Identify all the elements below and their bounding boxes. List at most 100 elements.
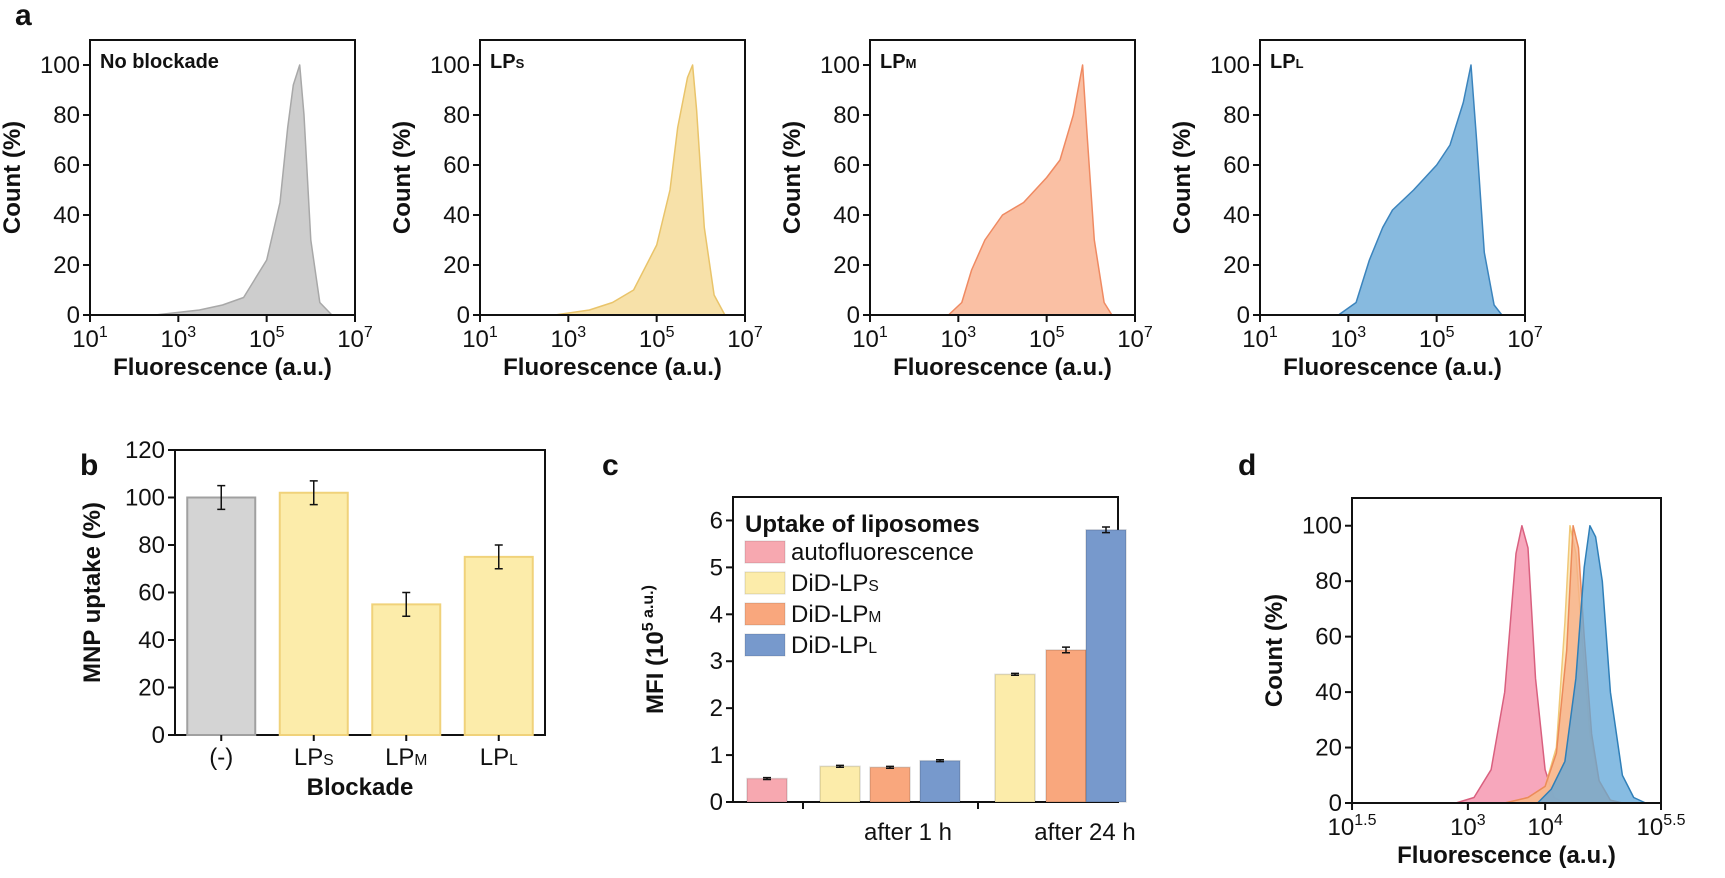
panel-b-xtick-label: LPL — [480, 744, 518, 771]
panel-a-1-ytick-label: 20 — [443, 252, 470, 279]
error-bar-2 — [886, 765, 894, 769]
panel-d-ytick-label: 80 — [1315, 568, 1342, 595]
panel-a-1-xtick-label: 107 — [727, 324, 763, 353]
panel-d-xtick-label: 104 — [1527, 812, 1563, 841]
panel-b-xtick-label: (-) — [209, 744, 233, 771]
panel-a-1-xlabel: Fluorescence (a.u.) — [503, 354, 722, 381]
panel-b-xlabel: Blockade — [307, 774, 414, 801]
legend-title: Uptake of liposomes — [745, 511, 980, 538]
panel-c-ytick-label: 3 — [710, 648, 723, 675]
panel-label-c: c — [602, 449, 619, 482]
panel-a-1-ytick-label: 100 — [430, 52, 470, 79]
panel-d-xtick-label: 103 — [1450, 812, 1486, 841]
panel-b-ytick-label: 120 — [125, 437, 165, 464]
panel-label-a: a — [15, 0, 32, 32]
panel-a-2-ytick-label: 0 — [847, 302, 860, 329]
panel-a-2-ytick-label: 80 — [833, 102, 860, 129]
panel-b-ytick-label: 60 — [138, 580, 165, 607]
panel-a-3-ytick-label: 0 — [1237, 302, 1250, 329]
panel-a-2-ytick-label: 60 — [833, 152, 860, 179]
bar-1 — [819, 765, 861, 803]
panel-a-title-3: LPL — [1270, 51, 1304, 73]
error-bar-1 — [836, 764, 844, 769]
panel-a-1-xtick-label: 101 — [462, 324, 498, 353]
panel-a-3-xtick-label: 101 — [1242, 324, 1278, 353]
bar-0 — [746, 777, 788, 803]
panel-a-2-histogram-0 — [947, 64, 1113, 316]
legend-label: DiD-LPM — [791, 601, 881, 628]
group-label: after 1 h — [864, 819, 952, 846]
panel-d-histogram-3 — [1536, 524, 1647, 804]
panel-a-2-ytick-label: 100 — [820, 52, 860, 79]
panel-d-ytick-label: 40 — [1315, 679, 1342, 706]
panel-d-xtick-label: 101.5 — [1328, 812, 1377, 841]
panel-b-xtick-label: LPS — [294, 744, 334, 771]
panel-a-0-ytick-label: 20 — [53, 252, 80, 279]
panel-a-2-xtick-label: 105 — [1029, 324, 1065, 353]
panel-a-3-xtick-label: 107 — [1507, 324, 1543, 353]
panel-a-1-ytick-label: 40 — [443, 202, 470, 229]
error-bar-0 — [217, 484, 226, 511]
panel-a-title-1: LPS — [490, 51, 525, 73]
panel-a-0-ytick-label: 0 — [67, 302, 80, 329]
panel-a-1-ylabel: Count (%) — [389, 121, 416, 234]
panel-a-0-ylabel: Count (%) — [0, 121, 26, 234]
panel-a-1-frame — [479, 39, 746, 316]
bar-2 — [371, 603, 442, 736]
panel-a-0-xtick-label: 103 — [161, 324, 197, 353]
error-bar-2 — [402, 591, 411, 617]
panel-a-2-ylabel: Count (%) — [779, 121, 806, 234]
panel-d-ytick-label: 100 — [1302, 513, 1342, 540]
panel-c-ytick-label: 5 — [710, 554, 723, 581]
panel-a-1-xtick-label: 103 — [551, 324, 587, 353]
error-bar-6 — [1102, 526, 1110, 534]
panel-c-ytick-label: 6 — [710, 507, 723, 534]
panel-label-b: b — [80, 449, 98, 482]
panel-a-0-ytick-label: 40 — [53, 202, 80, 229]
panel-a-3-ytick-label: 80 — [1223, 102, 1250, 129]
panel-a-0-xtick-label: 101 — [72, 324, 108, 353]
error-bar-1 — [309, 480, 318, 506]
legend-label: DiD-LPS — [791, 570, 879, 597]
panel-a-2-xtick-label: 101 — [852, 324, 888, 353]
panel-b-ytick-label: 0 — [152, 722, 165, 749]
panel-a-title-2: LPM — [880, 51, 916, 73]
legend-label: autofluorescence — [791, 539, 974, 566]
panel-a-2-frame — [869, 39, 1136, 316]
panel-a-title-0: No blockade — [100, 51, 219, 73]
panel-c-ytick-label: 0 — [710, 789, 723, 816]
panel-a-1-ytick-label: 0 — [457, 302, 470, 329]
panel-a-1-ytick-label: 60 — [443, 152, 470, 179]
panel-a-0-ytick-label: 60 — [53, 152, 80, 179]
panel-label-d: d — [1238, 449, 1256, 482]
panel-a-3-ytick-label: 20 — [1223, 252, 1250, 279]
bar-6 — [1085, 529, 1127, 803]
panel-a-3-xtick-label: 103 — [1331, 324, 1367, 353]
panel-a-0-xtick-label: 105 — [249, 324, 285, 353]
panel-a-3-ytick-label: 60 — [1223, 152, 1250, 179]
panel-a-0-xlabel: Fluorescence (a.u.) — [113, 354, 332, 381]
panel-d-ytick-label: 0 — [1329, 790, 1342, 817]
panel-a-0-ytick-label: 100 — [40, 52, 80, 79]
panel-d-ytick-label: 60 — [1315, 624, 1342, 651]
bar-5 — [1045, 649, 1087, 803]
bar-3 — [463, 555, 534, 736]
legend-swatch — [744, 540, 786, 564]
panel-a-3-xlabel: Fluorescence (a.u.) — [1283, 354, 1502, 381]
panel-a-3-ytick-label: 100 — [1210, 52, 1250, 79]
bar-3 — [919, 759, 961, 803]
panel-a-3-frame — [1259, 39, 1526, 316]
error-bar-0 — [763, 776, 771, 781]
panel-a-2-ytick-label: 40 — [833, 202, 860, 229]
error-bar-3 — [494, 544, 503, 570]
bar-2 — [869, 766, 911, 803]
panel-a-3-xtick-label: 105 — [1419, 324, 1455, 353]
panel-a-2-xlabel: Fluorescence (a.u.) — [893, 354, 1112, 381]
panel-d-histogram-0 — [1455, 524, 1566, 804]
bar-1 — [278, 491, 349, 736]
panel-b-xtick-label: LPM — [385, 744, 427, 771]
panel-b-ytick-label: 40 — [138, 627, 165, 654]
error-bar-4 — [1011, 672, 1019, 677]
